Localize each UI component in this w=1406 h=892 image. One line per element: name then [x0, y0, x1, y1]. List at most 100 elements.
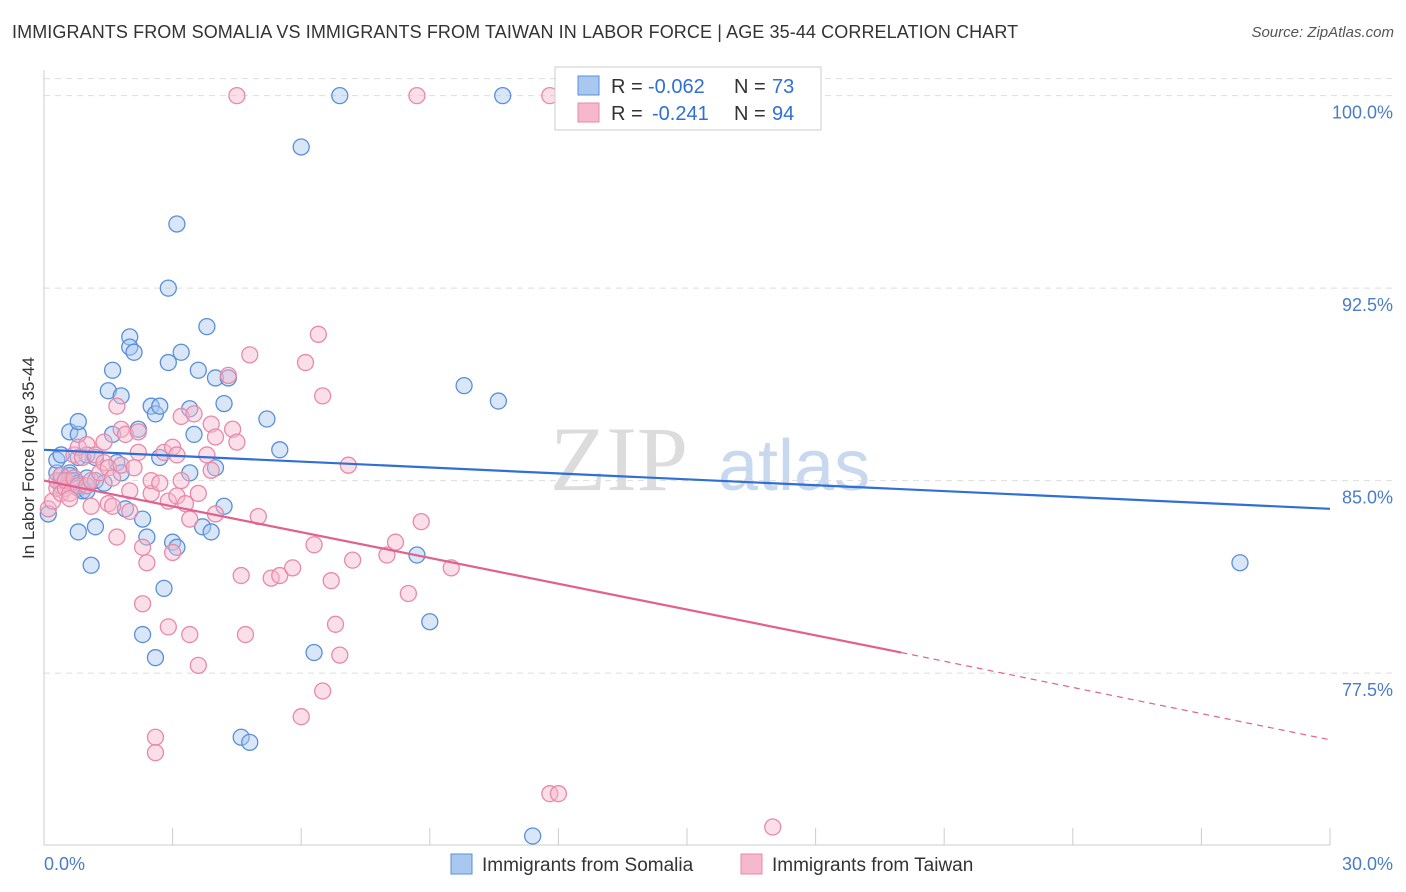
taiwan-point: [103, 497, 122, 515]
taiwan-point: [313, 682, 332, 700]
trend-lines: [43, 448, 1331, 741]
taiwan-point: [219, 366, 237, 385]
y-tick-label: 92.5%: [1342, 295, 1393, 315]
y-tick-label: 77.5%: [1342, 680, 1393, 700]
legend-swatch-taiwan: [577, 102, 600, 123]
legend-r-label-taiwan: R =: [611, 103, 643, 125]
taiwan-point: [151, 474, 169, 492]
taiwan-point: [146, 743, 165, 762]
legend-r-value-somalia: -0.062: [648, 76, 705, 98]
taiwan-point: [223, 420, 242, 438]
taiwan-point: [412, 513, 430, 531]
taiwan-trend-extension: [901, 651, 1331, 741]
taiwan-point: [138, 554, 156, 572]
taiwan-point: [764, 818, 782, 836]
somalia-point: [241, 733, 259, 752]
taiwan-point: [159, 618, 177, 636]
series-legend: Immigrants from Somalia Immigrants from …: [450, 853, 973, 876]
taiwan-point: [189, 656, 207, 675]
taiwan-point: [202, 415, 220, 433]
taiwan-point: [339, 456, 358, 474]
taiwan-point: [133, 595, 152, 613]
taiwan-point: [322, 572, 340, 590]
somalia-point: [185, 425, 203, 444]
taiwan-point: [185, 405, 203, 423]
somalia-point: [292, 138, 310, 156]
axes: [43, 70, 1330, 846]
taiwan-point: [283, 559, 302, 577]
taiwan-point: [241, 346, 259, 364]
legend-n-label-taiwan: N =: [734, 103, 766, 125]
somalia-point: [86, 518, 105, 536]
taiwan-point: [112, 456, 130, 474]
somalia-point: [206, 369, 225, 387]
data-points: [39, 87, 1249, 845]
stats-legend: R = -0.062 N = 73 R = -0.241 N = 94: [554, 66, 822, 131]
taiwan-point: [181, 625, 199, 644]
somalia-point: [524, 827, 542, 845]
somalia-point: [39, 505, 57, 523]
legend-n-label-somalia: N =: [734, 76, 766, 98]
taiwan-point: [202, 461, 220, 479]
y-axis-title: In Labor Force | Age 35-44: [19, 357, 38, 559]
taiwan-point: [296, 353, 315, 372]
taiwan-point: [236, 625, 255, 644]
somalia-point: [271, 441, 289, 459]
somalia-point: [189, 361, 207, 379]
y-tick-label: 85.0%: [1342, 488, 1393, 508]
somalia-point: [159, 279, 177, 297]
taiwan-point: [386, 533, 405, 551]
chart-title: IMMIGRANTS FROM SOMALIA VS IMMIGRANTS FR…: [12, 22, 1019, 42]
watermark-zip: ZIP: [550, 408, 688, 510]
somalia-point: [305, 643, 323, 662]
x-tick-min: 0.0%: [44, 854, 85, 874]
somalia-point: [138, 528, 156, 546]
somalia-point: [494, 87, 512, 105]
bottom-legend-swatch-taiwan: [740, 853, 763, 875]
somalia-point: [172, 343, 190, 361]
taiwan-point: [292, 708, 310, 726]
taiwan-point: [172, 471, 190, 490]
somalia-trend-line: [43, 448, 1331, 510]
taiwan-point: [133, 538, 152, 556]
taiwan-point: [121, 502, 139, 521]
somalia-point: [155, 579, 173, 598]
taiwan-point: [206, 428, 225, 446]
taiwan-point: [549, 785, 568, 803]
x-tick-max: 30.0%: [1342, 854, 1393, 874]
somalia-point: [133, 625, 152, 644]
taiwan-point: [103, 469, 122, 487]
legend-n-value-somalia: 73: [772, 76, 794, 98]
bottom-legend-swatch-somalia: [450, 853, 473, 875]
taiwan-point: [181, 510, 199, 528]
somalia-point: [331, 87, 349, 105]
somalia-point: [69, 412, 87, 431]
taiwan-point: [189, 484, 207, 503]
taiwan-point: [82, 497, 100, 515]
bottom-legend-label-taiwan: Immigrants from Taiwan: [772, 855, 973, 876]
somalia-point: [202, 523, 220, 541]
somalia-point: [258, 410, 276, 428]
taiwan-point: [116, 425, 135, 444]
somalia-point: [421, 613, 439, 631]
taiwan-point: [309, 325, 327, 343]
taiwan-point: [129, 423, 147, 441]
legend-n-value-taiwan: 94: [772, 103, 794, 125]
somalia-point: [151, 397, 169, 415]
taiwan-point: [228, 433, 246, 451]
somalia-point: [103, 361, 122, 379]
taiwan-point: [95, 433, 113, 451]
legend-swatch-somalia: [577, 75, 600, 96]
y-tick-labels: 100.0% 92.5% 85.0% 77.5%: [1332, 103, 1393, 700]
taiwan-point: [99, 459, 117, 477]
taiwan-point: [125, 459, 143, 477]
somalia-point: [198, 317, 216, 336]
taiwan-point: [408, 87, 426, 105]
taiwan-point: [305, 536, 323, 554]
taiwan-point: [331, 646, 349, 664]
y-tick-label: 100.0%: [1332, 103, 1393, 123]
source-label: Source: ZipAtlas.com: [1251, 24, 1394, 41]
taiwan-point: [61, 489, 79, 508]
somalia-point: [455, 376, 473, 395]
